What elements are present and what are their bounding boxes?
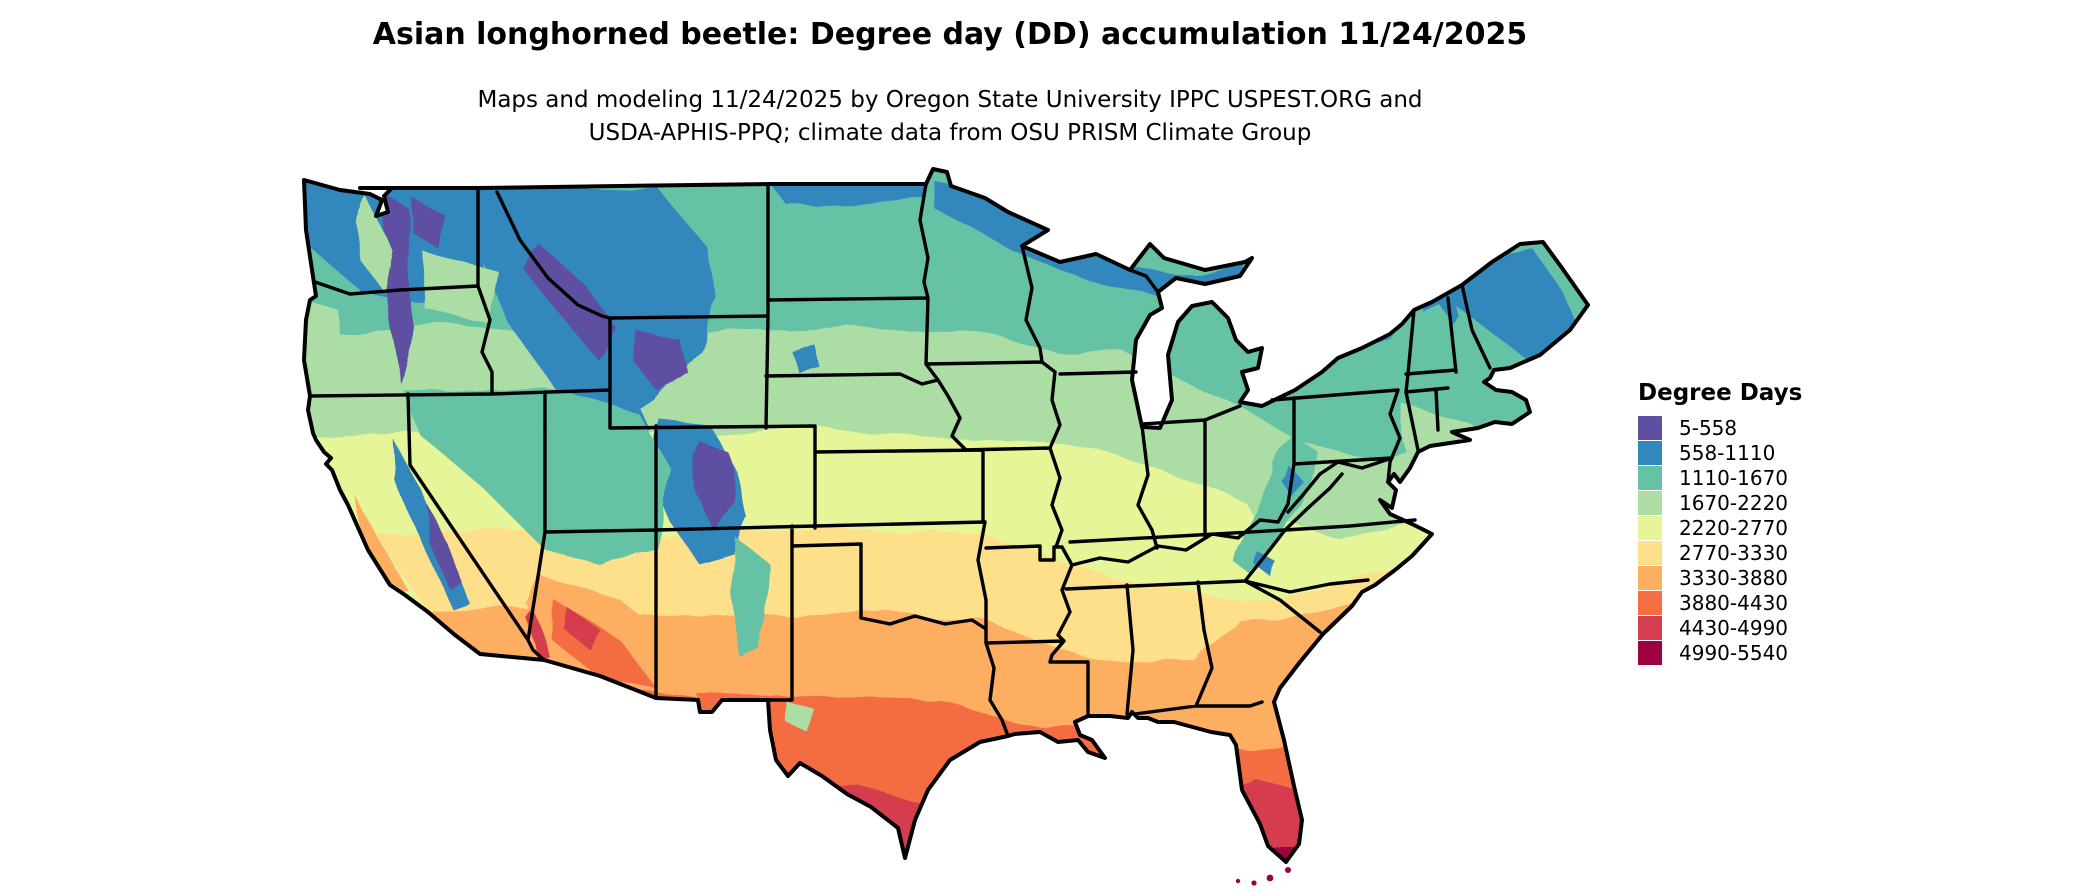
legend-swatch-icon — [1638, 440, 1662, 465]
state-borders — [308, 182, 1492, 738]
legend-items: 5-558 558-1110 1110-1670 1670-2220 2220-… — [1638, 415, 1802, 665]
legend-swatch-icon — [1638, 540, 1662, 565]
subtitle-line-2: USDA-APHIS-PPQ; climate data from OSU PR… — [588, 120, 1312, 146]
legend-item: 3330-3880 — [1638, 565, 1802, 590]
legend-item: 558-1110 — [1638, 440, 1802, 465]
legend-swatch-icon — [1638, 515, 1662, 540]
legend: Degree Days 5-558 558-1110 1110-1670 167… — [1638, 380, 1802, 665]
legend-item-label: 1670-2220 — [1679, 490, 1789, 515]
legend-item-label: 4430-4990 — [1679, 615, 1789, 640]
legend-item: 4990-5540 — [1638, 640, 1802, 665]
legend-item-label: 5-558 — [1679, 415, 1738, 440]
legend-item: 4430-4990 — [1638, 615, 1802, 640]
subtitle-line-1: Maps and modeling 11/24/2025 by Oregon S… — [477, 87, 1423, 113]
legend-item-label: 558-1110 — [1679, 440, 1776, 465]
legend-item-label: 1110-1670 — [1679, 465, 1789, 490]
page-subtitle: Maps and modeling 11/24/2025 by Oregon S… — [250, 84, 1650, 150]
legend-item-label: 3880-4430 — [1679, 590, 1789, 615]
legend-item-label: 2770-3330 — [1679, 540, 1789, 565]
legend-item: 2220-2770 — [1638, 515, 1802, 540]
legend-item: 5-558 — [1638, 415, 1802, 440]
legend-swatch-icon — [1638, 640, 1662, 665]
legend-swatch-icon — [1638, 415, 1662, 440]
us-outline — [302, 167, 1590, 864]
legend-swatch-icon — [1638, 465, 1662, 490]
legend-item: 1110-1670 — [1638, 465, 1802, 490]
legend-swatch-icon — [1638, 590, 1662, 615]
legend-swatch-icon — [1638, 565, 1662, 590]
legend-item-label: 3330-3880 — [1679, 565, 1789, 590]
legend-swatch-icon — [1638, 615, 1662, 640]
legend-swatch-icon — [1638, 490, 1662, 515]
florida-keys — [1235, 867, 1291, 886]
page-title: Asian longhorned beetle: Degree day (DD)… — [372, 17, 1528, 52]
legend-item: 2770-3330 — [1638, 540, 1802, 565]
legend-item: 3880-4430 — [1638, 590, 1802, 615]
title-block: Asian longhorned beetle: Degree day (DD)… — [250, 16, 1650, 150]
legend-item-label: 4990-5540 — [1679, 640, 1789, 665]
legend-item: 1670-2220 — [1638, 490, 1802, 515]
legend-item-label: 2220-2770 — [1679, 515, 1789, 540]
legend-title: Degree Days — [1638, 380, 1803, 406]
